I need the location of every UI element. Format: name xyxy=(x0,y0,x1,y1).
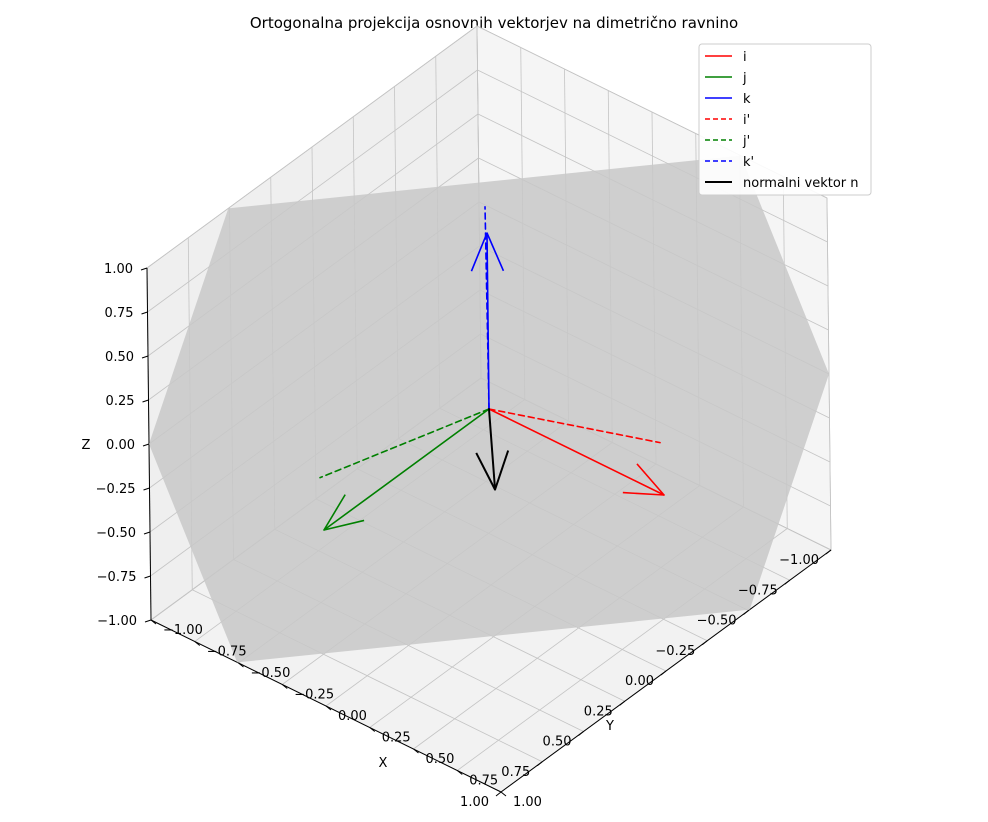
z-tick-label: −0.75 xyxy=(97,570,137,585)
y-tick-mark xyxy=(578,731,584,736)
vector-7-arrowhead-b xyxy=(494,450,510,490)
z-tick-label: −0.25 xyxy=(96,482,136,497)
y-tick-label: −1.00 xyxy=(779,553,819,568)
legend-label: j' xyxy=(742,134,750,149)
chart-title: Ortogonalna projekcija osnovnih vektorje… xyxy=(250,14,738,32)
tick-labels: −1.00−0.75−0.50−0.250.000.250.500.751.00… xyxy=(96,262,832,810)
legend-label: k xyxy=(743,92,751,107)
x-tick-label: 0.75 xyxy=(469,774,498,789)
y-tick-mark xyxy=(660,670,667,676)
x-tick-mark xyxy=(281,684,288,689)
z-tick-label: −0.50 xyxy=(96,526,136,541)
z-tick-mark xyxy=(144,619,152,623)
z-tick-mark xyxy=(142,399,149,403)
z-tick-label: 0.25 xyxy=(106,394,135,409)
vector-6-shaft xyxy=(484,206,490,410)
grid-line-back-z xyxy=(477,69,828,243)
z-tick-label: 0.75 xyxy=(105,306,134,321)
x-tick-label: 0.00 xyxy=(338,709,367,724)
y-tick-label: 1.00 xyxy=(460,795,489,810)
vector-series xyxy=(319,206,665,531)
vector-7-arrowhead-a xyxy=(475,452,496,491)
y-tick-label: −0.50 xyxy=(697,614,737,629)
y-tick-label: −0.75 xyxy=(738,583,778,598)
vector-7-shaft xyxy=(488,408,497,491)
vector-2-shaft xyxy=(323,408,490,531)
y-tick-label: 0.25 xyxy=(584,704,613,719)
x-tick-label: 1.00 xyxy=(513,795,542,810)
legend-label: k' xyxy=(743,155,754,170)
y-tick-label: 0.00 xyxy=(625,674,654,689)
x-tick-label: −0.50 xyxy=(251,666,291,681)
x-tick-mark xyxy=(413,748,419,754)
vector-1-arrowhead-a xyxy=(622,491,665,496)
y-tick-label: 0.50 xyxy=(543,735,572,750)
y-tick-mark xyxy=(701,640,708,646)
grid-line-side-z xyxy=(146,25,478,269)
y-tick-mark xyxy=(495,791,502,797)
z-tick-mark xyxy=(142,443,150,447)
y-tick-label: 0.75 xyxy=(501,765,530,780)
z-tick-mark xyxy=(143,487,150,491)
y-tick-mark xyxy=(536,761,543,767)
x-tick-mark xyxy=(500,791,507,797)
z-tick-label: 0.50 xyxy=(105,350,134,365)
vector-1-shaft xyxy=(488,408,665,496)
x-tick-label: 0.50 xyxy=(426,752,455,767)
x-tick-mark xyxy=(150,619,157,625)
vector-2-arrowhead-a xyxy=(323,494,346,531)
z-tick-label: 0.00 xyxy=(106,438,135,453)
x-tick-label: 0.25 xyxy=(382,731,411,746)
vector-4-shaft xyxy=(488,408,661,444)
legend-frame xyxy=(698,43,872,196)
x-tick-mark xyxy=(325,705,332,711)
y-axis-label: Y xyxy=(605,719,614,734)
vector-5-shaft xyxy=(319,408,490,479)
z-tick-label: −1.00 xyxy=(97,614,137,629)
x-axis-label: X xyxy=(379,756,388,771)
x-tick-mark xyxy=(456,770,463,775)
vector-2-arrowhead-b xyxy=(323,519,365,531)
legend-label: normalni vektor n xyxy=(743,176,859,191)
x-tick-label: −1.00 xyxy=(163,623,203,638)
z-tick-mark xyxy=(144,575,151,579)
grid-line-side-z xyxy=(147,69,478,313)
legend: ijk i' j' k' normalni vektor n xyxy=(698,43,872,196)
y-tick-mark xyxy=(784,579,791,585)
z-tick-mark xyxy=(141,355,149,359)
z-tick-mark xyxy=(140,267,148,271)
y-tick-label: −0.25 xyxy=(655,644,695,659)
z-tick-mark xyxy=(143,531,151,535)
legend-label: i' xyxy=(743,113,750,128)
vector-3-arrowhead-b xyxy=(470,232,488,272)
vector-3-arrowhead-a xyxy=(486,232,505,272)
y-tick-mark xyxy=(743,610,749,615)
x-tick-label: −0.25 xyxy=(294,688,334,703)
x-tick-mark xyxy=(369,727,376,732)
z-axis-label: Z xyxy=(82,438,91,453)
legend-label: j xyxy=(742,71,747,86)
z-tick-label: 1.00 xyxy=(104,262,133,277)
x-tick-mark xyxy=(194,641,201,646)
vector-1-arrowhead-b xyxy=(636,463,665,496)
x-tick-label: −0.75 xyxy=(207,645,247,660)
x-tick-mark xyxy=(238,662,244,668)
y-tick-mark xyxy=(825,549,832,555)
z-tick-mark xyxy=(141,311,148,315)
y-tick-mark xyxy=(619,700,626,706)
legend-label: i xyxy=(743,50,747,65)
